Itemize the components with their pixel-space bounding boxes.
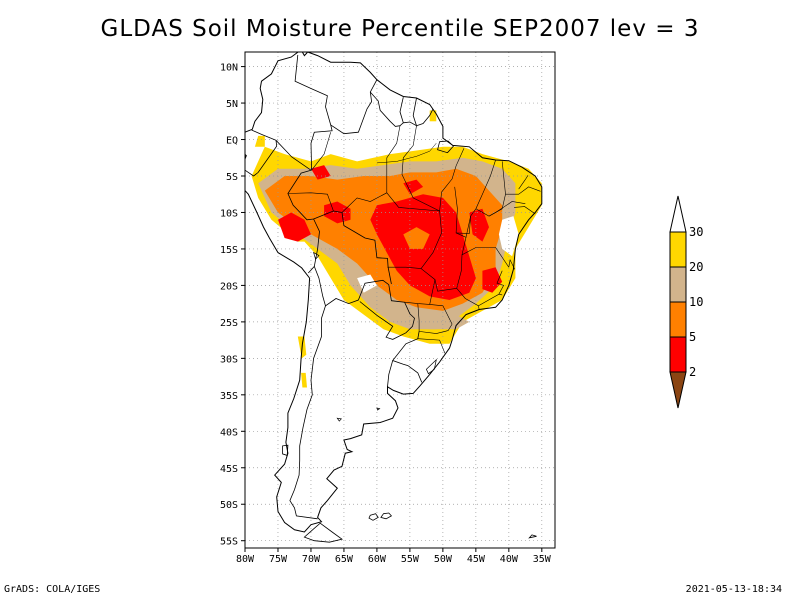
lat-tick-label: EQ [226,136,238,147]
white-gap-3 [357,274,377,293]
lake-outline [313,251,320,260]
tan-patch-1 [409,310,470,330]
state-border [475,161,506,217]
continent-coastline [245,52,543,533]
state-border [456,216,471,234]
state-border [505,186,541,195]
lake-outline [425,358,437,375]
colorbar-level-label: 2 [689,365,696,379]
country-border [275,140,320,274]
country-border [330,79,378,135]
state-border [287,192,334,212]
lat-tick-label: 40S [220,427,238,438]
colorbar-segment-5-10 [669,301,687,338]
lon-tick-label: 55W [401,554,420,565]
axis-tick-labels: 10N 5N EQ 5S 10S 15S 20S 25S 30S 35S 40S 45S 50S 55S 8… [220,63,552,565]
country-border [289,305,326,520]
colorbar-level-label: 10 [689,295,703,309]
yellow-patch-chile-2 [301,372,307,388]
map-frame [244,51,556,549]
coastlines-and-borders [245,52,543,543]
yellow-patch-nw [254,135,265,147]
state-border [429,304,453,325]
island-outline [282,444,289,456]
state-border [465,159,496,238]
lon-tick-label: 50W [434,554,453,565]
state-border [417,303,453,334]
country-border [245,129,278,177]
footer-timestamp: 2021-05-13-18:34 [685,584,782,595]
colorbar-segment-10-20 [669,266,687,303]
country-border [416,108,434,127]
lat-tick-label: 5S [226,172,238,183]
lat-tick-label: 35S [220,391,238,402]
island-outline [368,513,379,521]
colorbar-segment-2-5 [669,336,687,373]
colorbar-segment-20-30 [669,231,687,268]
river-line [376,143,437,164]
state-border [514,206,536,215]
lat-tick-label: 15S [220,245,238,256]
country-border [313,210,392,285]
colorbar-level-label: 30 [689,225,703,239]
colorbar-upper-arrow [669,195,687,233]
lat-tick-label: 45S [220,464,238,475]
red-zone-2 [278,212,311,242]
lon-tick-label: 45W [467,554,486,565]
red-zone-5 [482,267,503,293]
state-border [456,288,480,310]
lat-tick-label: 10N [220,63,238,74]
island-outline [303,522,343,543]
island-outline [437,140,454,154]
red-zone-7 [403,179,424,195]
country-border [359,284,415,340]
state-border [404,279,436,305]
colorbar-level-label: 5 [689,330,696,344]
colorbar-level-label: 20 [689,260,703,274]
country-border [392,331,423,383]
lat-tick-label: 5N [226,99,238,110]
country-border [370,91,404,127]
footer-credit: GrADS: COLA/IGES [4,584,101,595]
state-border [401,125,465,212]
country-border [403,97,418,127]
country-border [387,360,394,387]
island-outline [528,534,537,539]
state-border [518,175,529,190]
lat-tick-label: 30S [220,354,238,365]
lon-tick-label: 35W [533,554,552,565]
state-border [508,258,516,270]
lat-tick-label: 50S [220,500,238,511]
island-outline [380,512,393,520]
country-border [313,266,390,307]
lat-tick-label: 55S [220,537,238,548]
country-border [294,54,333,171]
yellow-patch-north [429,110,437,122]
lon-tick-label: 70W [302,554,321,565]
lon-tick-label: 80W [236,554,255,565]
map-title: GLDAS Soil Moisture Percentile SEP2007 l… [100,16,700,42]
lon-tick-label: 75W [269,554,288,565]
state-border [417,338,446,354]
lat-tick-label: 10S [220,208,238,219]
state-border [488,201,526,217]
lat-tick-label: 20S [220,281,238,292]
colorbar: 30 20 10 5 2 [669,195,703,409]
lat-tick-label: 25S [220,318,238,329]
lake-outline [376,407,381,411]
red-zone-4 [469,208,489,242]
colorbar-lower-arrow [669,371,687,409]
state-border [461,247,510,268]
state-border [386,125,401,193]
state-border [387,266,422,269]
lon-tick-label: 40W [500,554,519,565]
lon-tick-label: 60W [368,554,387,565]
state-border [496,270,505,295]
percentile-shading [251,110,542,388]
lake-outline [336,417,342,422]
state-border [341,192,440,213]
lon-tick-label: 65W [335,554,354,565]
state-border [311,132,331,171]
